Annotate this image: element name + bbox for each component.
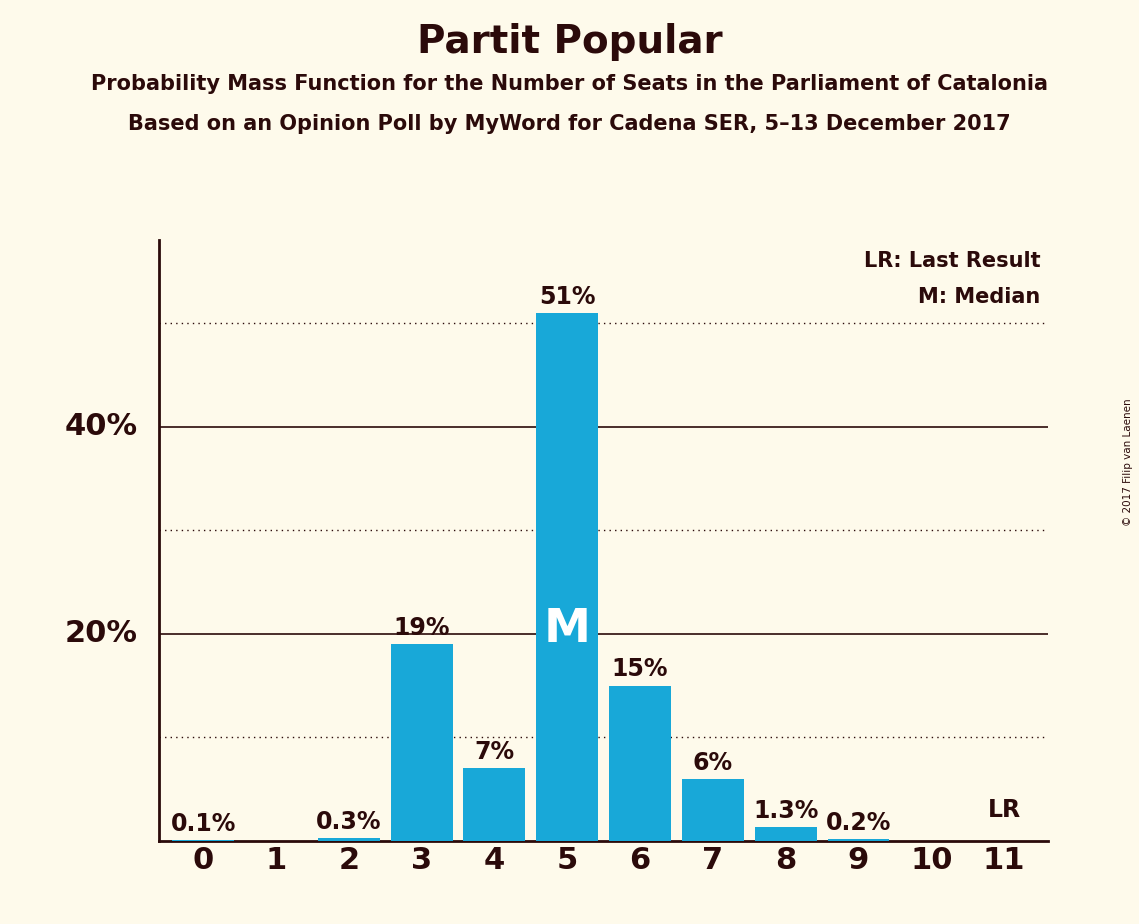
Text: 0.3%: 0.3% [316, 809, 382, 833]
Text: © 2017 Filip van Laenen: © 2017 Filip van Laenen [1123, 398, 1133, 526]
Text: 40%: 40% [65, 412, 138, 441]
Bar [755, 827, 817, 841]
Text: Probability Mass Function for the Number of Seats in the Parliament of Catalonia: Probability Mass Function for the Number… [91, 74, 1048, 94]
Bar [391, 644, 452, 841]
Bar [828, 839, 890, 841]
Text: Based on an Opinion Poll by MyWord for Cadena SER, 5–13 December 2017: Based on an Opinion Poll by MyWord for C… [129, 114, 1010, 134]
Bar [464, 769, 525, 841]
Bar [172, 840, 235, 841]
Text: 0.2%: 0.2% [826, 810, 891, 834]
Bar [682, 779, 744, 841]
Text: 0.1%: 0.1% [171, 811, 236, 835]
Text: Partit Popular: Partit Popular [417, 23, 722, 61]
Bar [318, 838, 379, 841]
Text: 15%: 15% [612, 657, 669, 681]
Bar [609, 686, 671, 841]
Text: LR: Last Result: LR: Last Result [865, 250, 1041, 271]
Bar [536, 312, 598, 841]
Text: M: Median: M: Median [918, 286, 1041, 307]
Text: 20%: 20% [65, 619, 138, 649]
Text: M: M [543, 607, 591, 652]
Text: 19%: 19% [393, 616, 450, 640]
Text: 7%: 7% [474, 740, 515, 764]
Text: 1.3%: 1.3% [753, 799, 819, 823]
Text: 51%: 51% [539, 285, 596, 309]
Text: LR: LR [988, 798, 1021, 822]
Text: 6%: 6% [693, 750, 734, 774]
